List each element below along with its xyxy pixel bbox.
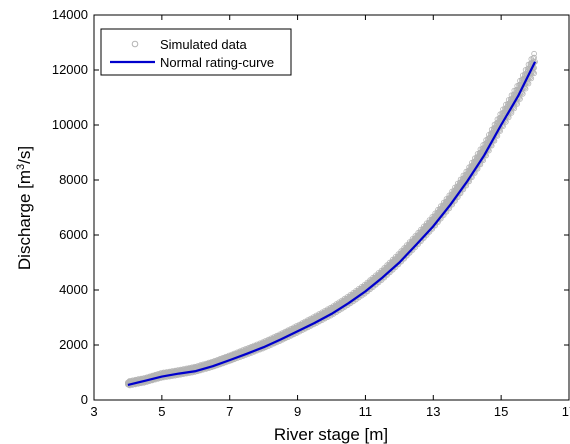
- legend: Simulated data Normal rating-curve: [100, 28, 292, 76]
- y-tick-label: 8000: [59, 172, 88, 187]
- y-tick-label: 2000: [59, 337, 88, 352]
- simulated-point: [501, 117, 507, 123]
- x-tick-label: 9: [294, 404, 301, 419]
- simulated-point: [528, 75, 535, 82]
- simulated-point: [531, 54, 537, 61]
- y-axis-label-sup: 3: [15, 164, 27, 170]
- simulated-point: [531, 50, 537, 57]
- y-axis-label: Discharge [m3/s]: [15, 146, 34, 270]
- y-tick-label: 10000: [52, 117, 88, 132]
- y-axis-label-prefix: Discharge [m: [15, 170, 34, 270]
- x-tick-label: 17: [562, 404, 570, 419]
- y-axis-label-suffix: /s]: [15, 146, 34, 164]
- y-tick-label: 14000: [52, 7, 88, 22]
- plot-area: [93, 14, 570, 401]
- legend-marker-simulated: [131, 40, 139, 48]
- x-tick-label: 11: [359, 404, 373, 419]
- y-tick-label: 0: [81, 392, 88, 407]
- simulated-point: [531, 70, 537, 77]
- x-tick-label: 5: [158, 404, 165, 419]
- rating-curve-line: [127, 61, 537, 386]
- y-tick-label: 4000: [59, 282, 88, 297]
- simulated-point: [525, 80, 532, 87]
- x-axis-label: River stage [m]: [274, 425, 388, 444]
- x-tick-label: 3: [90, 404, 97, 419]
- y-tick-label: 12000: [52, 62, 88, 77]
- x-tick-label: 7: [226, 404, 233, 419]
- legend-box: [100, 28, 292, 76]
- legend-label-curve: Normal rating-curve: [160, 55, 274, 70]
- x-tick-label: 15: [494, 404, 508, 419]
- axis-ticks: 3 5 7 9 11 13 15 17 0 2000 4000 6000 8000 10000 12000 1…: [52, 7, 570, 419]
- legend-label-simulated: Simulated data: [160, 37, 247, 52]
- rating-curve-layer: [127, 61, 537, 386]
- y-tick-label: 6000: [59, 227, 88, 242]
- x-tick-label: 13: [426, 404, 440, 419]
- simulated-data-points: [125, 50, 538, 389]
